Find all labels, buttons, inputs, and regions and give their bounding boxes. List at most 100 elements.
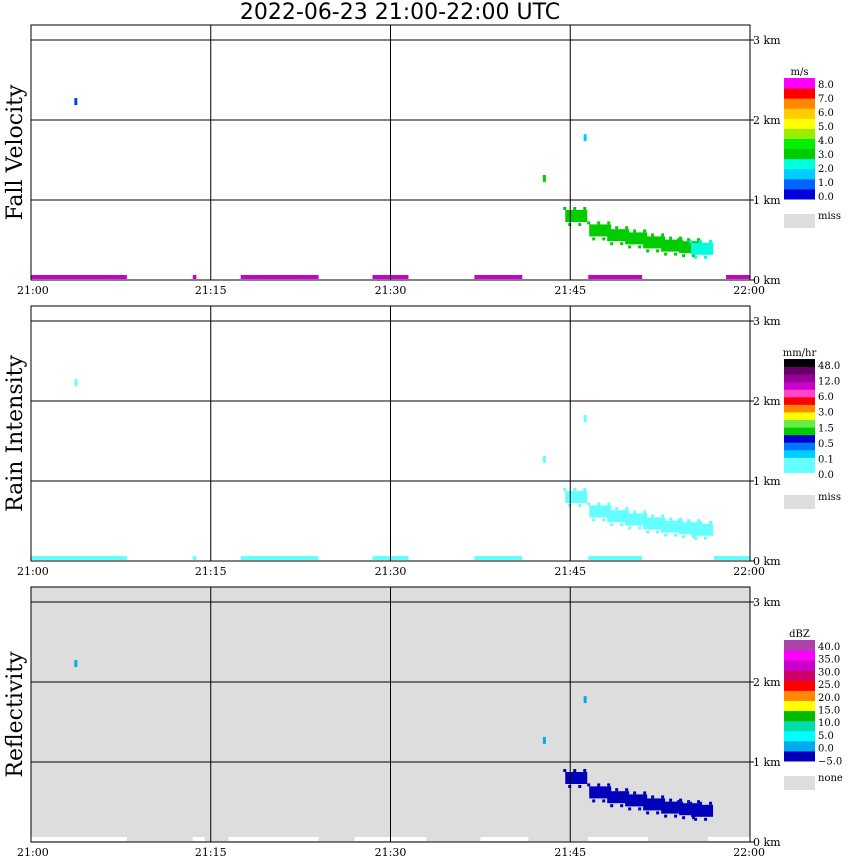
echo-point (583, 696, 587, 704)
echo-speck (597, 783, 601, 787)
echo-speck (692, 254, 696, 258)
echo-speck (583, 207, 587, 210)
echo-speck (709, 520, 713, 524)
surface-band (31, 556, 127, 560)
echo-speck (592, 799, 596, 803)
colorbar-swatch (784, 660, 815, 671)
colorbar-label: 3.0 (818, 408, 834, 419)
echo-speck (697, 800, 701, 804)
x-tick-label: 21:15 (195, 565, 227, 578)
echo-speck (563, 488, 567, 491)
colorbar-swatch (784, 78, 815, 89)
echo-point (691, 523, 714, 536)
echo-speck (687, 238, 691, 242)
echo-speck (610, 242, 614, 246)
y-tick-label: 2 km (753, 676, 781, 689)
colorbar-swatch (784, 138, 815, 150)
echo-speck (592, 237, 596, 241)
echo-speck (677, 800, 681, 804)
echo-speck (659, 798, 663, 802)
chart-title: 2022-06-23 21:00-22:00 UTC (239, 0, 561, 25)
echo-speck (625, 226, 629, 230)
colorbar-swatch (784, 98, 815, 109)
echo-speck (659, 517, 663, 521)
colorbar-swatch (784, 449, 815, 458)
colorbar-label: 5.0 (818, 731, 834, 742)
echo-speck (704, 255, 708, 259)
colorbar-swatch (784, 740, 815, 752)
echo-speck (704, 536, 708, 540)
echo-speck (674, 533, 678, 537)
legend-unit: mm/hr (783, 348, 817, 359)
colorbar-label: 10.0 (818, 718, 840, 729)
echo-speck (583, 769, 587, 772)
echo-speck (682, 816, 686, 820)
colorbar-swatch (784, 442, 815, 451)
surface-band (708, 837, 750, 841)
echo-speck (605, 226, 609, 230)
colorbar-label: 1.0 (818, 178, 834, 189)
x-tick-label: 21:45 (554, 846, 586, 859)
colorbar-swatch (784, 464, 815, 473)
surface-band (588, 837, 649, 841)
echo-speck (638, 807, 642, 811)
echo-point (542, 174, 546, 182)
colorbar-label: 4.0 (818, 136, 834, 147)
y-tick-label: 1 km (753, 475, 781, 488)
echo-speck (638, 526, 642, 530)
colorbar-swatch (784, 381, 815, 390)
echo-point (691, 242, 714, 255)
echo-speck (568, 223, 572, 226)
echo-speck (704, 817, 708, 821)
x-tick-label: 21:30 (375, 565, 407, 578)
echo-speck (694, 817, 698, 821)
surface-band (474, 275, 523, 279)
echo-speck (578, 785, 582, 788)
echo-point (691, 804, 714, 817)
y-tick-label: 3 km (753, 315, 781, 328)
echo-speck (687, 800, 691, 804)
surface-band (240, 556, 319, 560)
colorbar-label: −5.0 (818, 756, 842, 767)
missing-label: miss (818, 492, 841, 503)
echo-speck (605, 507, 609, 511)
y-axis-label: Reflectivity (3, 651, 28, 778)
echo-speck (659, 236, 663, 240)
echo-speck (699, 801, 703, 805)
colorbar-swatch (784, 118, 815, 129)
echo-speck (687, 519, 691, 523)
echo-speck (607, 783, 611, 787)
colorbar-label: 0.0 (818, 470, 834, 481)
surface-band (240, 275, 319, 279)
colorbar-swatch (784, 690, 815, 701)
echo-speck (677, 519, 681, 523)
colorbar-swatch (784, 389, 815, 398)
echo-speck (641, 514, 645, 518)
colorbar-swatch (784, 670, 815, 681)
echo-speck (679, 798, 683, 802)
echo-speck (699, 239, 703, 243)
echo-speck (620, 804, 624, 808)
echo-speck (643, 510, 647, 514)
colorbar-swatch (784, 404, 815, 413)
echo-speck (610, 523, 614, 527)
surface-band (480, 837, 529, 841)
colorbar-swatch (784, 680, 815, 691)
colorbar-label: 35.0 (818, 655, 840, 666)
y-tick-label: 1 km (753, 194, 781, 207)
colorbar-swatch (784, 720, 815, 732)
y-tick-label: 3 km (753, 596, 781, 609)
echo-speck (682, 254, 686, 258)
surface-band (228, 837, 319, 841)
echo-point (661, 520, 684, 533)
colorbar-label: 20.0 (818, 693, 840, 704)
echo-speck (694, 255, 698, 259)
echo-speck (651, 795, 655, 799)
surface-band (714, 556, 750, 560)
echo-speck (610, 804, 614, 808)
echo-speck (563, 207, 567, 210)
surface-band (588, 275, 643, 279)
surface-band (726, 275, 750, 279)
y-tick-label: 0 km (753, 836, 781, 849)
echo-speck (573, 207, 577, 210)
